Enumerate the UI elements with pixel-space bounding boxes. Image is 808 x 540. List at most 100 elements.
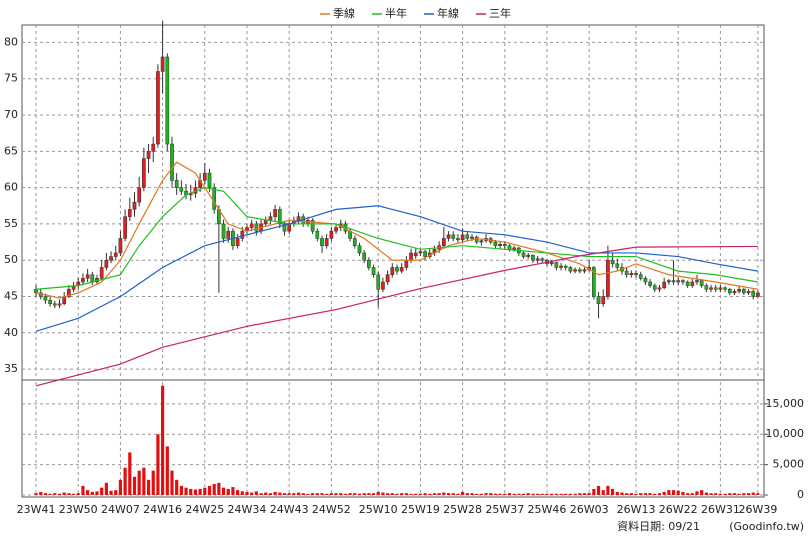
candle-body [376,274,381,290]
candle-body [277,209,282,225]
candle-body [624,270,629,275]
volume-bar [114,490,118,495]
candle-body [123,216,127,239]
x-tick-label: 24W43 [270,503,309,516]
volume-bar [489,493,493,495]
volume-bar [409,493,413,495]
candle-body [681,280,685,283]
volume-bar [48,493,52,495]
candle-body [296,216,301,221]
volume-bar [414,493,418,495]
candle-body [399,267,404,272]
candle-body [179,187,184,192]
y-tick-label: 65 [4,144,18,157]
candle-body [352,238,357,246]
candle-body [142,158,146,188]
x-tick-label: 24W25 [185,503,224,516]
volume-bar [343,493,348,495]
candle-body [207,172,212,188]
volume-bar [142,467,146,495]
candle-body [249,223,254,228]
candle-body [582,269,587,272]
candle-body [34,289,38,294]
volume-bar [503,493,507,495]
candle-body [381,281,385,290]
candle-body [160,56,165,72]
ma-line [35,161,759,299]
y-tick-label: 55 [4,217,18,230]
candle-body [48,299,52,305]
candle-body [507,245,512,250]
candle-body [329,230,334,239]
volume-bar [100,487,104,495]
volume-bar [329,493,333,495]
candle-body [324,238,329,246]
volume-bar [676,490,680,495]
candle-body [104,259,109,268]
volume-bar [367,493,371,495]
volume-bar [681,491,685,495]
candle-body [601,296,606,305]
volume-bar [446,493,451,495]
volume-bar [57,493,62,495]
volume-bar [456,493,460,495]
volume-bar [723,493,727,495]
y-tick-label: 40 [4,326,18,339]
candle-body [643,278,648,283]
volume-bar [404,493,408,495]
volume-bar [53,493,57,495]
candle-body [638,274,643,279]
candle-body [474,236,479,243]
y-tick-label: 60 [4,181,18,194]
volume-bar [587,493,591,495]
volume-bar [179,485,183,495]
volume-bar [259,493,263,495]
candle-body [202,172,207,181]
legend-label: 半年 [385,6,407,20]
volume-bar [81,485,85,495]
candle-body [470,236,474,239]
candle-body [418,251,423,254]
candle-body [732,291,737,294]
volume-bar [423,493,427,495]
volume-bar [104,482,108,495]
candle-body [460,234,465,241]
volume-bar [217,482,221,495]
candle-body [127,209,132,217]
candle-body [535,258,540,261]
candle-body [596,296,601,305]
volume-bar [475,493,479,495]
volume-bar [184,487,188,495]
candle-body [52,303,57,306]
candle-body [521,252,526,257]
candle-body [577,269,582,272]
candle-body [606,259,610,297]
volume-bar [704,492,708,495]
candle-body [615,263,620,268]
legend-label: 年線 [437,6,459,20]
volume-bar [578,493,582,495]
candle-body [695,280,699,283]
x-tick-label: 24W52 [312,503,351,516]
candle-body [273,209,277,217]
candle-body [371,267,376,275]
volume-bar [625,493,629,495]
y-tick-label: 70 [4,108,18,121]
volume-bar [470,493,474,495]
candle-body [90,274,95,283]
volume-bar [756,493,760,495]
volume-bar [71,493,76,495]
volume-bar [170,470,174,495]
volume-bar [714,493,718,495]
volume-bar [629,493,633,495]
volume-bar [554,493,558,495]
x-tick-label: 25W10 [359,503,398,516]
volume-bar [442,492,446,495]
volume-bar [648,493,652,495]
candle-body [395,267,399,272]
candle-body [559,265,563,268]
candle-body [512,247,517,250]
candle-body [756,292,760,297]
candle-body [423,251,427,257]
volume-bar [67,493,71,495]
